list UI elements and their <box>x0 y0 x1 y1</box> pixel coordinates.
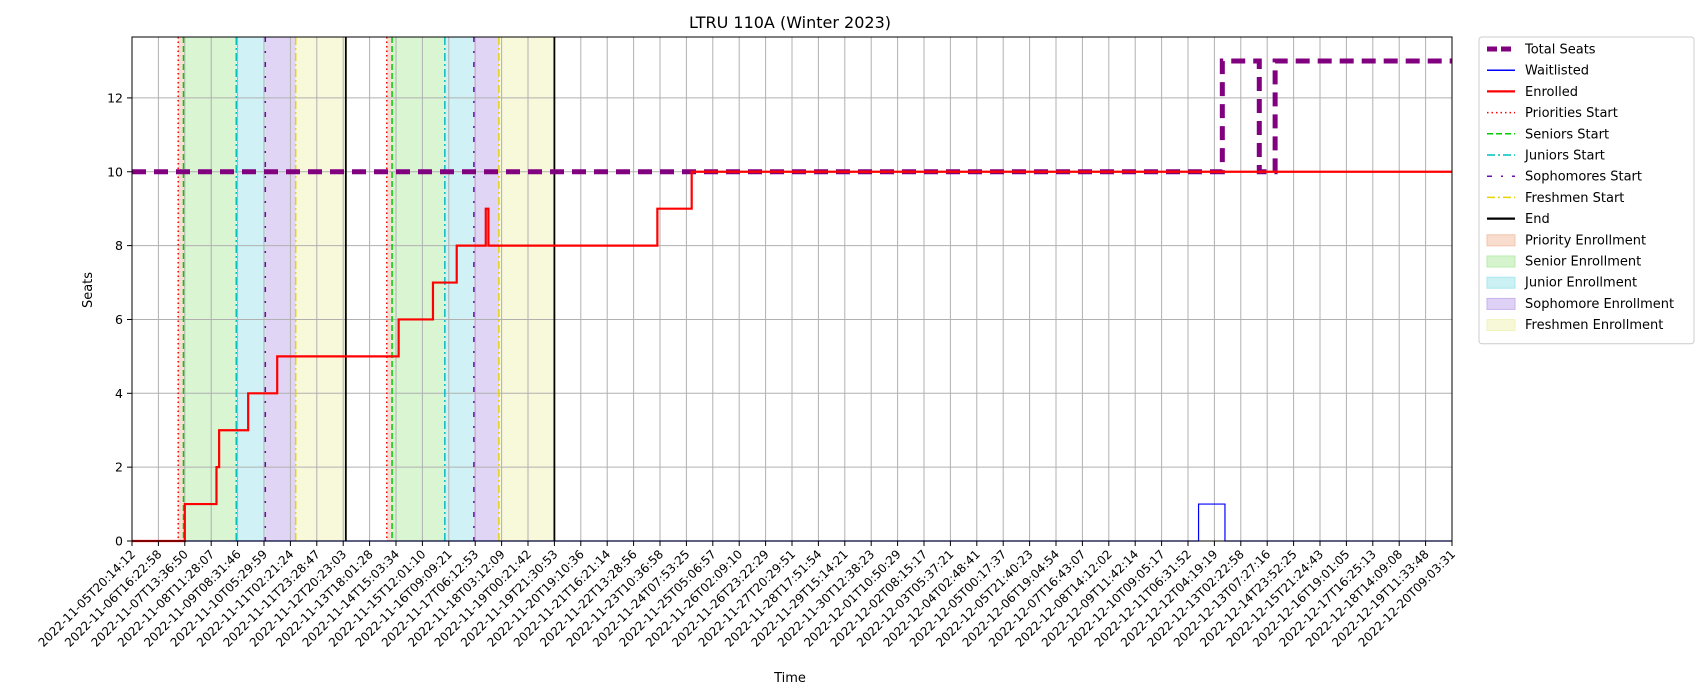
y-tick-label: 2 <box>115 460 123 475</box>
legend-label: Juniors Start <box>1524 149 1605 164</box>
legend-label: Sophomore Enrollment <box>1525 297 1674 312</box>
y-tick-label: 12 <box>107 90 123 105</box>
legend-label: Priorities Start <box>1525 106 1618 121</box>
legend-label: Total Seats <box>1524 43 1596 58</box>
span-junior-enrollment <box>444 37 474 541</box>
span-junior-enrollment <box>236 37 266 541</box>
series-total-seats <box>132 58 1452 175</box>
y-tick-label: 8 <box>115 238 123 253</box>
legend-swatch <box>1486 234 1516 247</box>
legend-swatch <box>1486 255 1516 268</box>
y-tick-label: 4 <box>115 386 123 401</box>
legend-swatch <box>1486 297 1516 310</box>
legend-swatch <box>1486 276 1516 289</box>
legend-label: Freshmen Start <box>1525 191 1624 206</box>
legend-label: Waitlisted <box>1525 64 1589 79</box>
y-axis-label: Seats <box>81 272 96 308</box>
legend-label: End <box>1525 212 1550 227</box>
plot-area: 0246810122022-11-05T20:14:122022-11-06T1… <box>36 36 1458 650</box>
legend-label: Enrolled <box>1525 85 1578 100</box>
legend-box <box>1478 36 1695 345</box>
y-tick-label: 6 <box>115 312 123 327</box>
span-freshmen-enrollment <box>295 37 346 541</box>
chart-title: LTRU 110A (Winter 2023) <box>689 13 891 32</box>
legend-swatch <box>1486 319 1516 332</box>
span-priority-enrollment <box>386 37 393 541</box>
y-tick-label: 10 <box>107 164 123 179</box>
span-senior-enrollment <box>392 37 445 541</box>
legend-label: Freshmen Enrollment <box>1525 318 1663 333</box>
span-sophomore-enrollment <box>265 37 296 541</box>
x-axis-label: Time <box>773 671 806 686</box>
legend: Total Seats Waitlisted Enrolled Priorities … <box>1478 36 1695 345</box>
legend-label: Senior Enrollment <box>1525 255 1641 270</box>
series-enrolled <box>132 170 1452 543</box>
legend-label: Seniors Start <box>1525 127 1609 142</box>
y-tick-label: 0 <box>115 534 123 549</box>
span-sophomore-enrollment <box>473 37 499 541</box>
span-senior-enrollment <box>183 37 237 541</box>
span-freshmen-enrollment <box>498 37 555 541</box>
span-priority-enrollment <box>178 37 184 541</box>
legend-label: Junior Enrollment <box>1524 276 1637 291</box>
legend-label: Sophomores Start <box>1525 170 1642 185</box>
legend-label: Priority Enrollment <box>1525 233 1646 248</box>
